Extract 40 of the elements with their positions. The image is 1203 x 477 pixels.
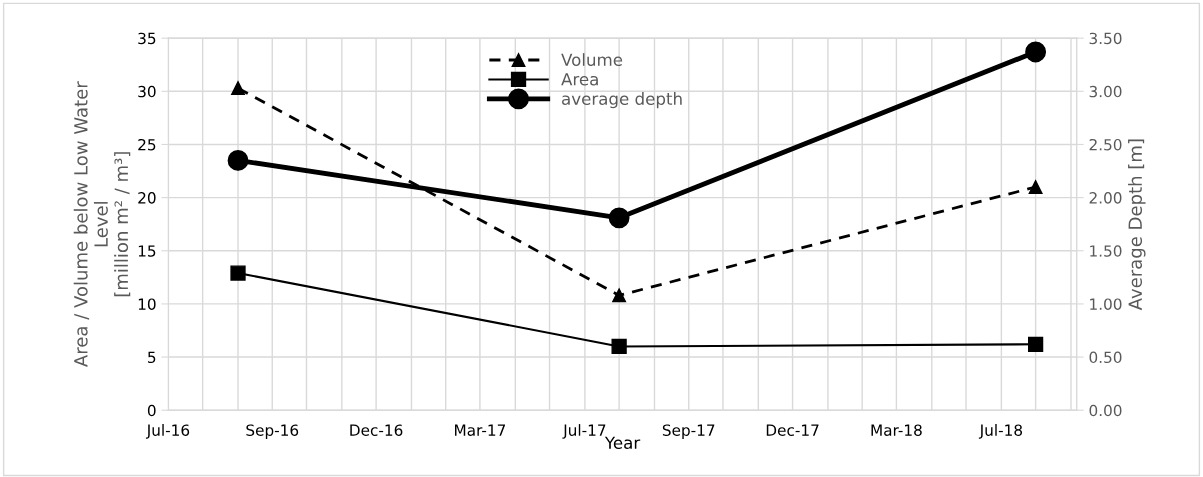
x-tick-label: Mar-18: [871, 424, 922, 436]
x-tick-label: Sep-16: [246, 424, 299, 439]
y2-tick-label: 1.50: [1090, 245, 1122, 257]
x-axis-title: Year: [604, 436, 641, 450]
legend-label: average depth: [562, 92, 682, 109]
y2-tick-label: 0.50: [1089, 351, 1122, 364]
x-tick-label: Mar-17: [455, 424, 506, 436]
y-tick-label: 15: [138, 245, 156, 257]
point: [1028, 180, 1043, 194]
x-tick-label: Sep-17: [662, 424, 715, 439]
y-tick-label: 30: [138, 85, 156, 98]
point: [227, 149, 249, 171]
y-tick-label: 10: [138, 298, 156, 310]
x-tick-label: Jul-17: [562, 424, 606, 439]
point: [230, 265, 246, 281]
y2-tick-label: 0.00: [1089, 404, 1122, 417]
point: [1027, 336, 1044, 352]
y2-tick-label: 3.50: [1089, 32, 1122, 45]
legend-label: Volume: [561, 53, 623, 67]
point: [1025, 41, 1047, 63]
y-tick-label: 20: [138, 192, 156, 204]
y-tick-label: 0: [147, 404, 156, 417]
y2-tick-label: 3.00: [1089, 85, 1122, 98]
x-tick-label: Jul-16: [145, 424, 190, 439]
point: [231, 81, 245, 96]
point: [611, 338, 627, 355]
y-tick-label: 35: [138, 32, 156, 45]
point: [608, 207, 630, 229]
x-tick-label: Jul-18: [978, 424, 1023, 439]
y2-tick-label: 1.00: [1090, 298, 1122, 310]
y2-axis-title: Average Depth [m]: [1128, 139, 1146, 311]
x-tick-label: Dec-17: [766, 424, 819, 436]
x-tick-label: Dec-16: [350, 424, 403, 436]
y-tick-label: 25: [138, 138, 156, 151]
y2-tick-label: 2.50: [1089, 138, 1122, 151]
legend-label: Area: [561, 73, 598, 86]
y2-tick-label: 2.00: [1089, 192, 1122, 204]
y-axis-title: Area / Volume below Low Water Level [million m² / m³]: [73, 81, 131, 367]
y-tick-label: 5: [148, 351, 156, 364]
point: [612, 288, 627, 303]
